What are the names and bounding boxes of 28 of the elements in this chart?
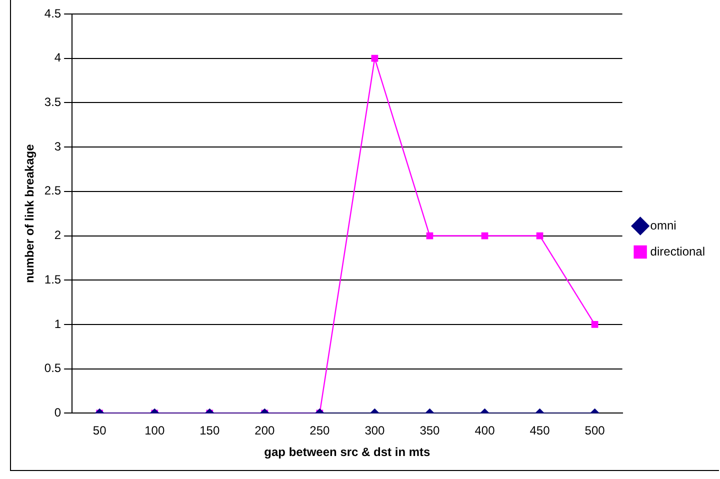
legend-label: directional — [650, 244, 706, 258]
point — [426, 232, 434, 240]
x-tick-label: 500 — [584, 424, 606, 438]
x-tick-label: 200 — [254, 424, 275, 438]
x-tick-label: 350 — [420, 424, 440, 438]
x-tick-label: 400 — [474, 424, 496, 438]
y-tick-label: 3.5 — [44, 95, 62, 110]
y-tick-label: 0 — [54, 406, 62, 420]
x-tick-label: 100 — [144, 424, 165, 438]
y-tick-label: 2 — [54, 228, 62, 242]
x-axis-title: gap between src & dst in mts — [264, 445, 431, 460]
y-tick-label: 1.5 — [44, 272, 62, 286]
y-tick-label: 2.5 — [44, 184, 62, 198]
point — [481, 232, 488, 240]
x-tick-label: 450 — [530, 424, 550, 438]
y-tick-label: 4.5 — [44, 6, 62, 20]
x-tick-label: 150 — [200, 424, 220, 438]
y-tick-label: 1 — [54, 316, 62, 331]
point — [591, 321, 598, 328]
x-tick-label: 50 — [92, 424, 107, 438]
y-tick-label: 3 — [54, 139, 62, 154]
point — [536, 232, 544, 240]
y-axis-title: number of link breakage — [22, 144, 37, 283]
legend-label: omni — [650, 218, 676, 232]
y-tick-label: 4 — [54, 50, 62, 65]
x-tick-label: 250 — [310, 424, 330, 438]
y-tick-label: 0.5 — [44, 361, 62, 376]
x-tick-label: 300 — [364, 424, 386, 438]
